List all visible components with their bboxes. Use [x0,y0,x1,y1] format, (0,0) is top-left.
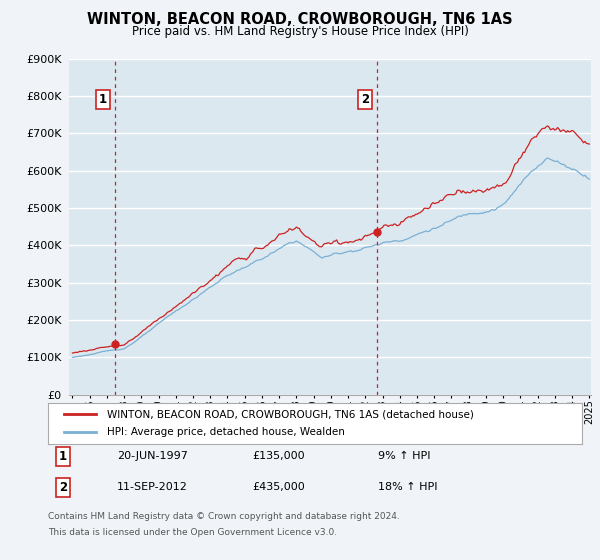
Text: 1: 1 [59,450,67,463]
Text: £435,000: £435,000 [252,482,305,492]
Text: 18% ↑ HPI: 18% ↑ HPI [378,482,437,492]
Text: Price paid vs. HM Land Registry's House Price Index (HPI): Price paid vs. HM Land Registry's House … [131,25,469,38]
Text: £135,000: £135,000 [252,451,305,461]
Text: WINTON, BEACON ROAD, CROWBOROUGH, TN6 1AS (detached house): WINTON, BEACON ROAD, CROWBOROUGH, TN6 1A… [107,409,473,419]
Text: 20-JUN-1997: 20-JUN-1997 [117,451,188,461]
Text: 2: 2 [59,480,67,494]
Text: 2: 2 [361,94,370,106]
Text: 9% ↑ HPI: 9% ↑ HPI [378,451,431,461]
Text: HPI: Average price, detached house, Wealden: HPI: Average price, detached house, Weal… [107,427,344,437]
Text: 1: 1 [99,94,107,106]
Text: This data is licensed under the Open Government Licence v3.0.: This data is licensed under the Open Gov… [48,528,337,537]
Text: 11-SEP-2012: 11-SEP-2012 [117,482,188,492]
Text: WINTON, BEACON ROAD, CROWBOROUGH, TN6 1AS: WINTON, BEACON ROAD, CROWBOROUGH, TN6 1A… [87,12,513,27]
Text: Contains HM Land Registry data © Crown copyright and database right 2024.: Contains HM Land Registry data © Crown c… [48,512,400,521]
